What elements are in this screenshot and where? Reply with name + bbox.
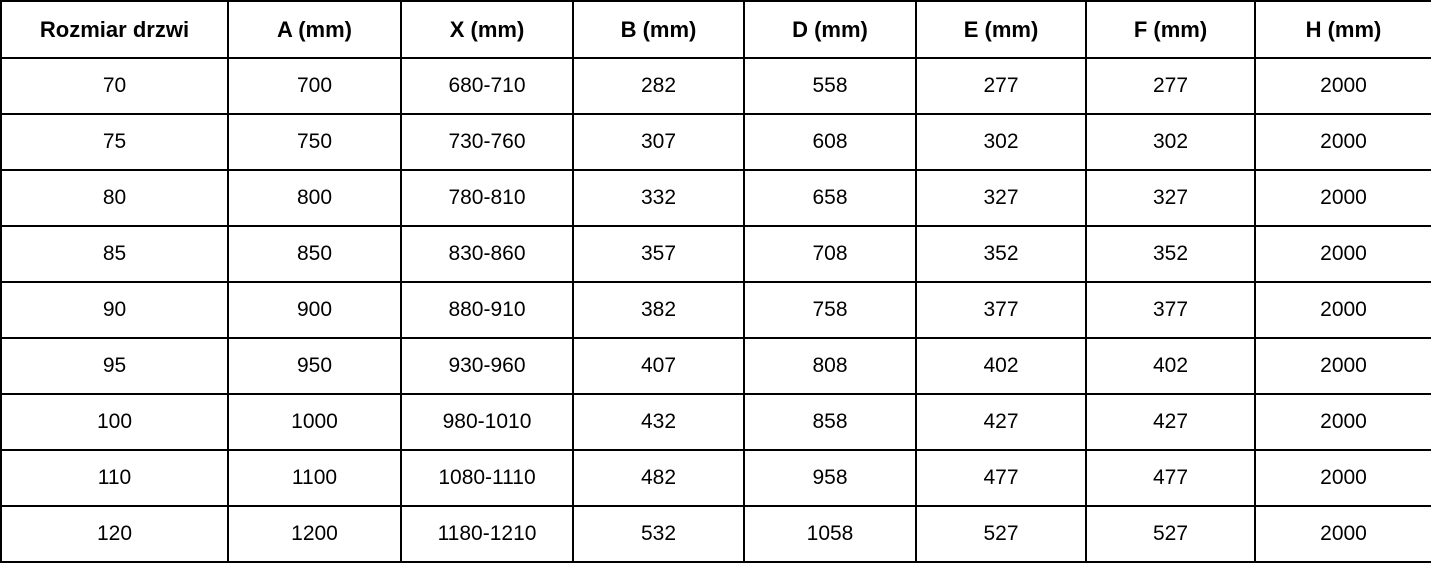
table-row: 75 750 730-760 307 608 302 302 2000: [0, 113, 1431, 171]
table-cell: 532: [572, 505, 745, 563]
table-cell: 432: [572, 393, 745, 451]
table-body: 70 700 680-710 282 558 277 277 2000 75 750 730-760…: [0, 57, 1431, 563]
table-cell: 880-910: [400, 281, 574, 339]
column-header: H (mm): [1254, 0, 1431, 59]
table-cell: 482: [572, 449, 745, 507]
table-cell: 75: [0, 113, 229, 171]
table-cell: 352: [1085, 225, 1256, 283]
table-cell: 800: [227, 169, 402, 227]
table-cell: 750: [227, 113, 402, 171]
table-cell: 1180-1210: [400, 505, 574, 563]
table-cell: 558: [743, 57, 917, 115]
table-cell: 830-860: [400, 225, 574, 283]
column-header: E (mm): [915, 0, 1087, 59]
table-cell: 2000: [1254, 337, 1431, 395]
table-cell: 980-1010: [400, 393, 574, 451]
table-cell: 2000: [1254, 505, 1431, 563]
table-cell: 2000: [1254, 393, 1431, 451]
table-cell: 808: [743, 337, 917, 395]
table-cell: 1000: [227, 393, 402, 451]
table-cell: 858: [743, 393, 917, 451]
table-cell: 402: [1085, 337, 1256, 395]
table-cell: 2000: [1254, 57, 1431, 115]
table-cell: 1100: [227, 449, 402, 507]
table-cell: 2000: [1254, 281, 1431, 339]
table-row: 95 950 930-960 407 808 402 402 2000: [0, 337, 1431, 395]
table-cell: 282: [572, 57, 745, 115]
table-cell: 2000: [1254, 449, 1431, 507]
table-cell: 302: [915, 113, 1087, 171]
table-head: Rozmiar drzwi A (mm) X (mm) B (mm) D (mm) E (…: [0, 0, 1431, 59]
table-cell: 700: [227, 57, 402, 115]
table-row: 100 1000 980-1010 432 858 427 427 2000: [0, 393, 1431, 451]
table-cell: 352: [915, 225, 1087, 283]
table-cell: 850: [227, 225, 402, 283]
table-cell: 1080-1110: [400, 449, 574, 507]
table-cell: 958: [743, 449, 917, 507]
table-cell: 2000: [1254, 225, 1431, 283]
table-cell: 377: [915, 281, 1087, 339]
table-cell: 950: [227, 337, 402, 395]
table-cell: 427: [1085, 393, 1256, 451]
table-cell: 758: [743, 281, 917, 339]
table-header-row: Rozmiar drzwi A (mm) X (mm) B (mm) D (mm) E (…: [0, 0, 1431, 59]
table-cell: 2000: [1254, 169, 1431, 227]
table-cell: 80: [0, 169, 229, 227]
table-cell: 900: [227, 281, 402, 339]
table-cell: 527: [915, 505, 1087, 563]
table-cell: 730-760: [400, 113, 574, 171]
table-cell: 608: [743, 113, 917, 171]
table-cell: 427: [915, 393, 1087, 451]
table-cell: 332: [572, 169, 745, 227]
table-row: 85 850 830-860 357 708 352 352 2000: [0, 225, 1431, 283]
table-cell: 1200: [227, 505, 402, 563]
column-header: F (mm): [1085, 0, 1256, 59]
table-cell: 95: [0, 337, 229, 395]
table-cell: 90: [0, 281, 229, 339]
table-cell: 780-810: [400, 169, 574, 227]
table-cell: 402: [915, 337, 1087, 395]
table-cell: 327: [915, 169, 1087, 227]
table-cell: 277: [915, 57, 1087, 115]
column-header: A (mm): [227, 0, 402, 59]
table-cell: 357: [572, 225, 745, 283]
table-cell: 85: [0, 225, 229, 283]
column-header: Rozmiar drzwi: [0, 0, 229, 59]
table-cell: 302: [1085, 113, 1256, 171]
table-cell: 110: [0, 449, 229, 507]
column-header: X (mm): [400, 0, 574, 59]
table-row: 110 1100 1080-1110 482 958 477 477 2000: [0, 449, 1431, 507]
table-cell: 477: [915, 449, 1087, 507]
table-cell: 930-960: [400, 337, 574, 395]
table-cell: 708: [743, 225, 917, 283]
table-row: 70 700 680-710 282 558 277 277 2000: [0, 57, 1431, 115]
table-cell: 477: [1085, 449, 1256, 507]
table-cell: 377: [1085, 281, 1256, 339]
table-cell: 407: [572, 337, 745, 395]
table-cell: 277: [1085, 57, 1256, 115]
table-row: 80 800 780-810 332 658 327 327 2000: [0, 169, 1431, 227]
table-cell: 382: [572, 281, 745, 339]
table-cell: 327: [1085, 169, 1256, 227]
table-cell: 658: [743, 169, 917, 227]
column-header: B (mm): [572, 0, 745, 59]
table-cell: 2000: [1254, 113, 1431, 171]
table-cell: 70: [0, 57, 229, 115]
table-row: 90 900 880-910 382 758 377 377 2000: [0, 281, 1431, 339]
table-cell: 1058: [743, 505, 917, 563]
table-cell: 120: [0, 505, 229, 563]
column-header: D (mm): [743, 0, 917, 59]
table-cell: 100: [0, 393, 229, 451]
table-cell: 307: [572, 113, 745, 171]
table-cell: 527: [1085, 505, 1256, 563]
table-cell: 680-710: [400, 57, 574, 115]
table-row: 120 1200 1180-1210 532 1058 527 527 2000: [0, 505, 1431, 563]
